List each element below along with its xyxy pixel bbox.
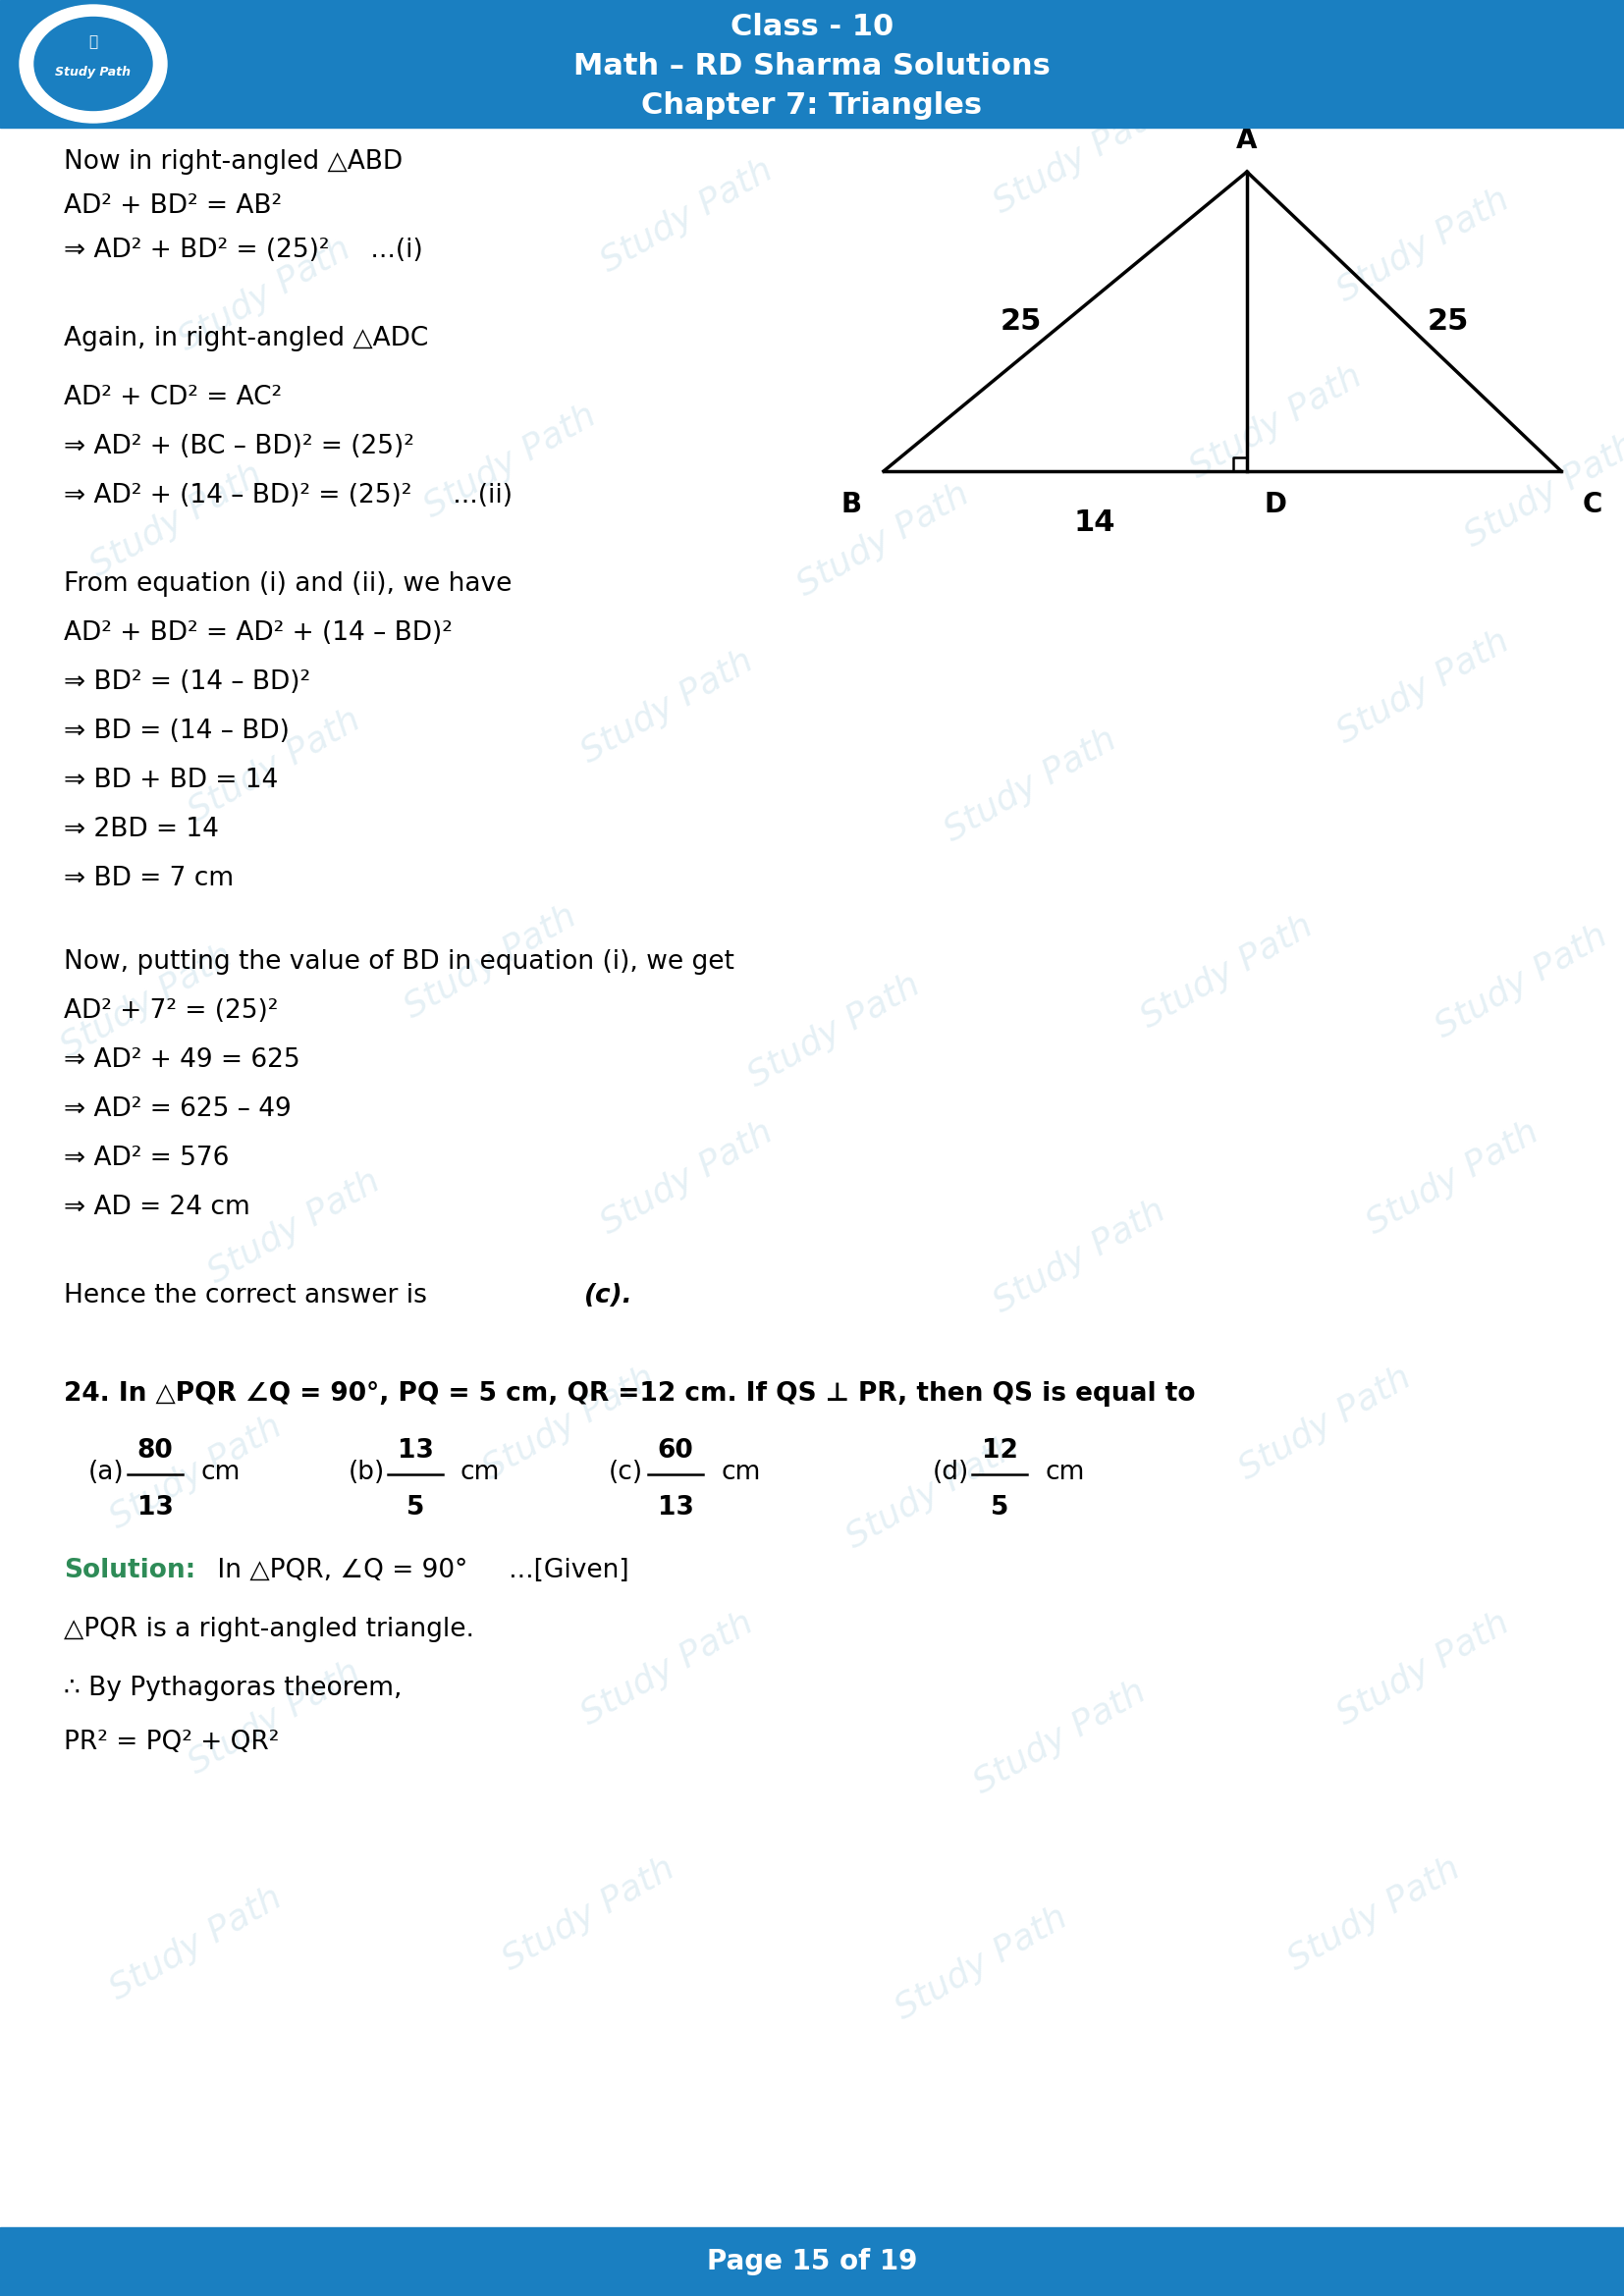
Text: Study Path: Study Path [939, 723, 1122, 847]
Text: 25: 25 [1427, 308, 1470, 335]
Text: Study Path: Study Path [203, 1164, 387, 1290]
Text: Study Path: Study Path [742, 969, 926, 1093]
Text: ∴ By Pythagoras theorem,: ∴ By Pythagoras theorem, [63, 1676, 403, 1701]
Text: Study Path: Study Path [55, 939, 239, 1063]
Text: AD² + CD² = AC²: AD² + CD² = AC² [63, 386, 283, 411]
Text: 25: 25 [1000, 308, 1043, 335]
Text: (b): (b) [349, 1460, 385, 1486]
Text: cm: cm [721, 1460, 760, 1486]
Text: ⇒ AD² + 49 = 625: ⇒ AD² + 49 = 625 [63, 1047, 300, 1072]
Text: Study Path: Study Path [497, 1851, 680, 1977]
Ellipse shape [19, 5, 167, 122]
Text: ⎓: ⎓ [89, 34, 97, 51]
Text: cm: cm [1044, 1460, 1085, 1486]
Text: ⇒ AD² + (14 – BD)² = (25)²     ...(ii): ⇒ AD² + (14 – BD)² = (25)² ...(ii) [63, 482, 513, 507]
Text: B: B [841, 491, 862, 519]
Text: Study Path: Study Path [968, 1674, 1153, 1800]
Text: 13: 13 [658, 1495, 693, 1520]
Text: Study Path: Study Path [1431, 918, 1614, 1045]
Text: AD² + BD² = AD² + (14 – BD)²: AD² + BD² = AD² + (14 – BD)² [63, 620, 453, 645]
Text: Study Path: Study Path [1184, 360, 1369, 484]
Text: Study Path: Study Path [104, 1410, 289, 1536]
Text: Study Path: Study Path [419, 400, 603, 523]
Text: 24. In △PQR ∠Q = 90°, PQ = 5 cm, QR =12 cm. If QS ⊥ PR, then QS is equal to: 24. In △PQR ∠Q = 90°, PQ = 5 cm, QR =12 … [63, 1382, 1195, 1407]
Text: ⇒ BD² = (14 – BD)²: ⇒ BD² = (14 – BD)² [63, 670, 310, 696]
Text: ⇒ BD = (14 – BD): ⇒ BD = (14 – BD) [63, 719, 289, 744]
Text: Study Path: Study Path [596, 154, 780, 278]
Text: Study Path: Study Path [84, 457, 268, 583]
Text: In △PQR, ∠Q = 90°     ...[Given]: In △PQR, ∠Q = 90° ...[Given] [209, 1557, 628, 1584]
Text: (a): (a) [88, 1460, 125, 1486]
Text: Study Path: Study Path [1361, 1116, 1544, 1240]
Text: Study Path: Study Path [987, 1194, 1173, 1320]
Text: C: C [1583, 491, 1603, 519]
Text: cm: cm [200, 1460, 240, 1486]
Text: D: D [1265, 491, 1288, 519]
Text: Study Path: Study Path [184, 1655, 367, 1779]
Ellipse shape [34, 16, 153, 110]
Text: Chapter 7: Triangles: Chapter 7: Triangles [641, 92, 983, 119]
Text: Again, in right-angled △ADC: Again, in right-angled △ADC [63, 326, 429, 351]
Text: Study Path: Study Path [174, 232, 357, 358]
Text: Study Path: Study Path [400, 900, 583, 1024]
Text: 14: 14 [1073, 507, 1116, 537]
Text: (c).: (c). [585, 1283, 633, 1309]
Text: 13: 13 [136, 1495, 174, 1520]
Text: 5: 5 [406, 1495, 424, 1520]
Text: Study Path: Study Path [1332, 625, 1515, 751]
Text: Now, putting the value of BD in equation (i), we get: Now, putting the value of BD in equation… [63, 948, 734, 976]
Text: Study Path: Study Path [1460, 427, 1624, 553]
Text: A: A [1236, 126, 1257, 154]
Text: Page 15 of 19: Page 15 of 19 [706, 2248, 918, 2275]
Text: Study Path: Study Path [577, 645, 760, 769]
Text: PR² = PQ² + QR²: PR² = PQ² + QR² [63, 1729, 279, 1754]
Text: ⇒ BD + BD = 14: ⇒ BD + BD = 14 [63, 767, 278, 792]
Text: Study Path: Study Path [890, 1901, 1073, 2025]
Text: Study Path: Study Path [596, 1116, 780, 1240]
Text: ⇒ AD² = 576: ⇒ AD² = 576 [63, 1146, 229, 1171]
Text: Solution:: Solution: [63, 1557, 195, 1584]
Text: Study Path: Study Path [577, 1607, 760, 1731]
Text: Study Path: Study Path [104, 1880, 289, 2007]
Text: Study Path: Study Path [841, 1430, 1025, 1554]
Bar [0, 0, 1624, 129]
Text: Math – RD Sharma Solutions: Math – RD Sharma Solutions [573, 53, 1051, 80]
Text: AD² + BD² = AB²: AD² + BD² = AB² [63, 193, 283, 218]
Text: 12: 12 [981, 1437, 1018, 1463]
Text: Study Path: Study Path [987, 94, 1173, 220]
Text: ⇒ AD² + (BC – BD)² = (25)²: ⇒ AD² + (BC – BD)² = (25)² [63, 434, 414, 459]
Text: 80: 80 [136, 1437, 174, 1463]
Text: Study Path: Study Path [1332, 1607, 1515, 1731]
Text: AD² + 7² = (25)²: AD² + 7² = (25)² [63, 999, 278, 1024]
Text: Class - 10: Class - 10 [731, 14, 893, 41]
Text: Study Path: Study Path [477, 1362, 661, 1486]
Text: Study Path: Study Path [55, 64, 132, 78]
Text: From equation (i) and (ii), we have: From equation (i) and (ii), we have [63, 572, 512, 597]
Text: ⇒ BD = 7 cm: ⇒ BD = 7 cm [63, 866, 234, 891]
Text: (d): (d) [932, 1460, 970, 1486]
Text: Study Path: Study Path [1234, 1362, 1418, 1486]
Text: Study Path: Study Path [1135, 909, 1319, 1035]
Text: △PQR is a right-angled triangle.: △PQR is a right-angled triangle. [63, 1616, 474, 1642]
Text: Study Path: Study Path [184, 703, 367, 829]
Text: ⇒ AD² = 625 – 49: ⇒ AD² = 625 – 49 [63, 1097, 291, 1123]
Text: 60: 60 [658, 1437, 693, 1463]
Text: Study Path: Study Path [793, 478, 976, 602]
Text: ⇒ 2BD = 14: ⇒ 2BD = 14 [63, 817, 219, 843]
Text: ⇒ AD = 24 cm: ⇒ AD = 24 cm [63, 1194, 250, 1219]
Bar [0, 2227, 1624, 2296]
Text: Study Path: Study Path [1332, 184, 1515, 308]
Text: 5: 5 [991, 1495, 1009, 1520]
Text: Hence the correct answer is: Hence the correct answer is [63, 1283, 435, 1309]
Text: ⇒ AD² + BD² = (25)²     ...(i): ⇒ AD² + BD² = (25)² ...(i) [63, 236, 422, 264]
Text: Study Path: Study Path [1283, 1851, 1466, 1977]
Text: (c): (c) [609, 1460, 643, 1486]
Text: cm: cm [461, 1460, 500, 1486]
Text: 13: 13 [398, 1437, 434, 1463]
Text: Now in right-angled △ABD: Now in right-angled △ABD [63, 149, 403, 174]
